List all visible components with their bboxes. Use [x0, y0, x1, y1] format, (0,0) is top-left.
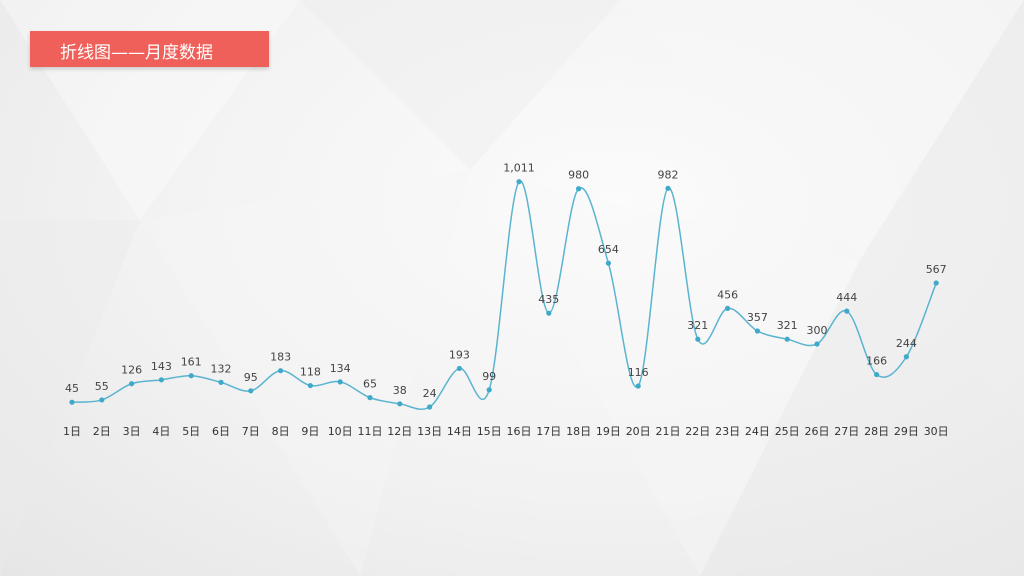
data-point	[99, 397, 105, 403]
data-label: 116	[628, 366, 649, 379]
x-tick-label: 15日	[477, 425, 502, 438]
data-point	[546, 310, 552, 316]
x-tick-label: 30日	[924, 425, 949, 438]
data-point	[218, 379, 224, 385]
data-point	[903, 354, 910, 360]
data-label: 300	[807, 324, 828, 337]
x-tick-label: 24日	[745, 425, 770, 438]
x-tick-label: 26日	[805, 425, 830, 438]
title-banner: 折线图——月度数据	[30, 31, 269, 67]
data-label: 99	[482, 370, 496, 383]
x-tick-label: 19日	[596, 425, 621, 438]
data-point	[725, 305, 731, 311]
data-label: 134	[330, 362, 351, 375]
data-label: 654	[598, 243, 619, 256]
data-label: 357	[747, 311, 768, 324]
data-point	[307, 382, 313, 389]
data-point	[933, 280, 939, 286]
data-label: 118	[300, 366, 321, 379]
data-point	[367, 395, 373, 401]
x-tick-label: 8日	[272, 425, 290, 438]
series-line	[71, 180, 937, 410]
x-tick-label: 22日	[685, 425, 710, 438]
data-point	[158, 377, 164, 383]
data-label: 321	[687, 319, 708, 332]
data-point	[874, 371, 880, 378]
x-tick-label: 1日	[63, 425, 81, 438]
x-tick-label: 7日	[242, 425, 260, 438]
x-tick-label: 13日	[417, 425, 442, 438]
x-tick-label: 9日	[301, 425, 319, 438]
data-point	[695, 336, 701, 342]
data-point	[397, 401, 403, 407]
x-tick-label: 3日	[123, 425, 141, 438]
data-label: 193	[449, 348, 470, 361]
page-title: 折线图——月度数据	[60, 43, 213, 63]
x-tick-label: 21日	[656, 425, 681, 438]
x-tick-label: 17日	[536, 425, 561, 438]
data-label: 321	[777, 319, 798, 332]
data-label: 444	[836, 291, 857, 304]
x-tick-label: 28日	[864, 425, 889, 438]
data-label: 24	[423, 387, 437, 400]
data-point	[576, 186, 582, 192]
data-label: 183	[270, 351, 291, 364]
x-tick-label: 29日	[894, 425, 919, 438]
data-point	[278, 368, 284, 374]
x-tick-label: 2日	[93, 425, 111, 438]
data-point	[129, 381, 135, 387]
data-point	[427, 404, 433, 410]
data-label: 435	[538, 293, 559, 306]
data-point	[784, 336, 790, 342]
data-point	[248, 388, 254, 394]
x-tick-label: 16日	[507, 425, 532, 438]
data-label: 166	[866, 355, 887, 368]
data-label: 45	[65, 382, 79, 395]
data-point	[605, 260, 612, 266]
data-point	[754, 328, 761, 334]
data-label: 161	[181, 356, 202, 369]
data-point	[456, 365, 462, 372]
x-tick-label: 5日	[182, 425, 200, 438]
data-label: 980	[568, 169, 589, 182]
x-tick-label: 27日	[834, 425, 859, 438]
data-point	[844, 308, 850, 314]
data-point	[516, 179, 522, 185]
x-tick-label: 14日	[447, 425, 472, 438]
data-point	[814, 341, 820, 347]
data-point	[486, 387, 492, 393]
data-label: 1,011	[503, 162, 535, 175]
data-label: 65	[363, 378, 377, 391]
data-label: 244	[896, 337, 917, 350]
data-point	[69, 399, 75, 405]
data-label: 95	[244, 371, 258, 384]
data-point	[188, 373, 194, 379]
data-point	[635, 383, 641, 389]
x-tick-label: 25日	[775, 425, 800, 438]
data-label: 982	[658, 168, 679, 181]
data-label: 456	[717, 288, 738, 301]
x-tick-label: 23日	[715, 425, 740, 438]
x-tick-label: 20日	[626, 425, 651, 438]
x-tick-label: 4日	[152, 425, 170, 438]
x-tick-label: 6日	[212, 425, 230, 438]
data-label: 55	[95, 380, 109, 393]
data-point	[665, 185, 671, 191]
x-tick-label: 12日	[387, 425, 412, 438]
data-label: 567	[926, 263, 947, 276]
x-tick-label: 11日	[358, 425, 383, 438]
data-label: 143	[151, 360, 172, 373]
data-label: 132	[211, 362, 232, 375]
x-tick-label: 10日	[328, 425, 353, 438]
data-label: 38	[393, 384, 407, 397]
x-tick-label: 18日	[566, 425, 591, 438]
data-label: 126	[121, 364, 142, 377]
data-point	[337, 379, 343, 385]
